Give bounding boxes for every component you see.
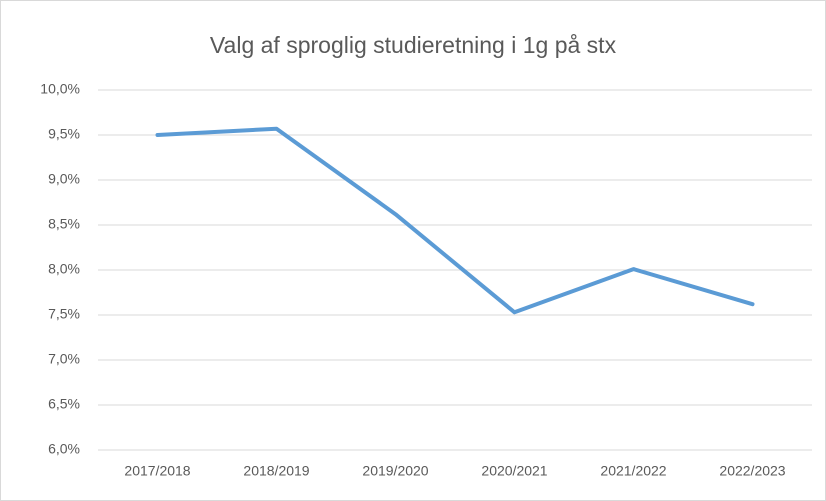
y-tick-label: 10,0% <box>40 81 80 97</box>
y-tick-label: 9,0% <box>48 171 80 187</box>
chart-title: Valg af sproglig studieretning i 1g på s… <box>210 32 617 58</box>
y-tick-label: 6,0% <box>48 441 80 457</box>
y-tick-label: 9,5% <box>48 126 80 142</box>
x-tick-label: 2022/2023 <box>719 463 785 479</box>
y-tick-label: 7,0% <box>48 351 80 367</box>
y-tick-label: 8,0% <box>48 261 80 277</box>
y-tick-label: 7,5% <box>48 306 80 322</box>
x-tick-label: 2017/2018 <box>124 463 190 479</box>
x-tick-label: 2021/2022 <box>600 463 666 479</box>
y-tick-label: 6,5% <box>48 396 80 412</box>
data-line <box>155 126 755 315</box>
y-tick-label: 8,5% <box>48 216 80 232</box>
x-tick-label: 2018/2019 <box>243 463 309 479</box>
x-tick-label: 2019/2020 <box>362 463 428 479</box>
x-tick-label: 2020/2021 <box>481 463 547 479</box>
